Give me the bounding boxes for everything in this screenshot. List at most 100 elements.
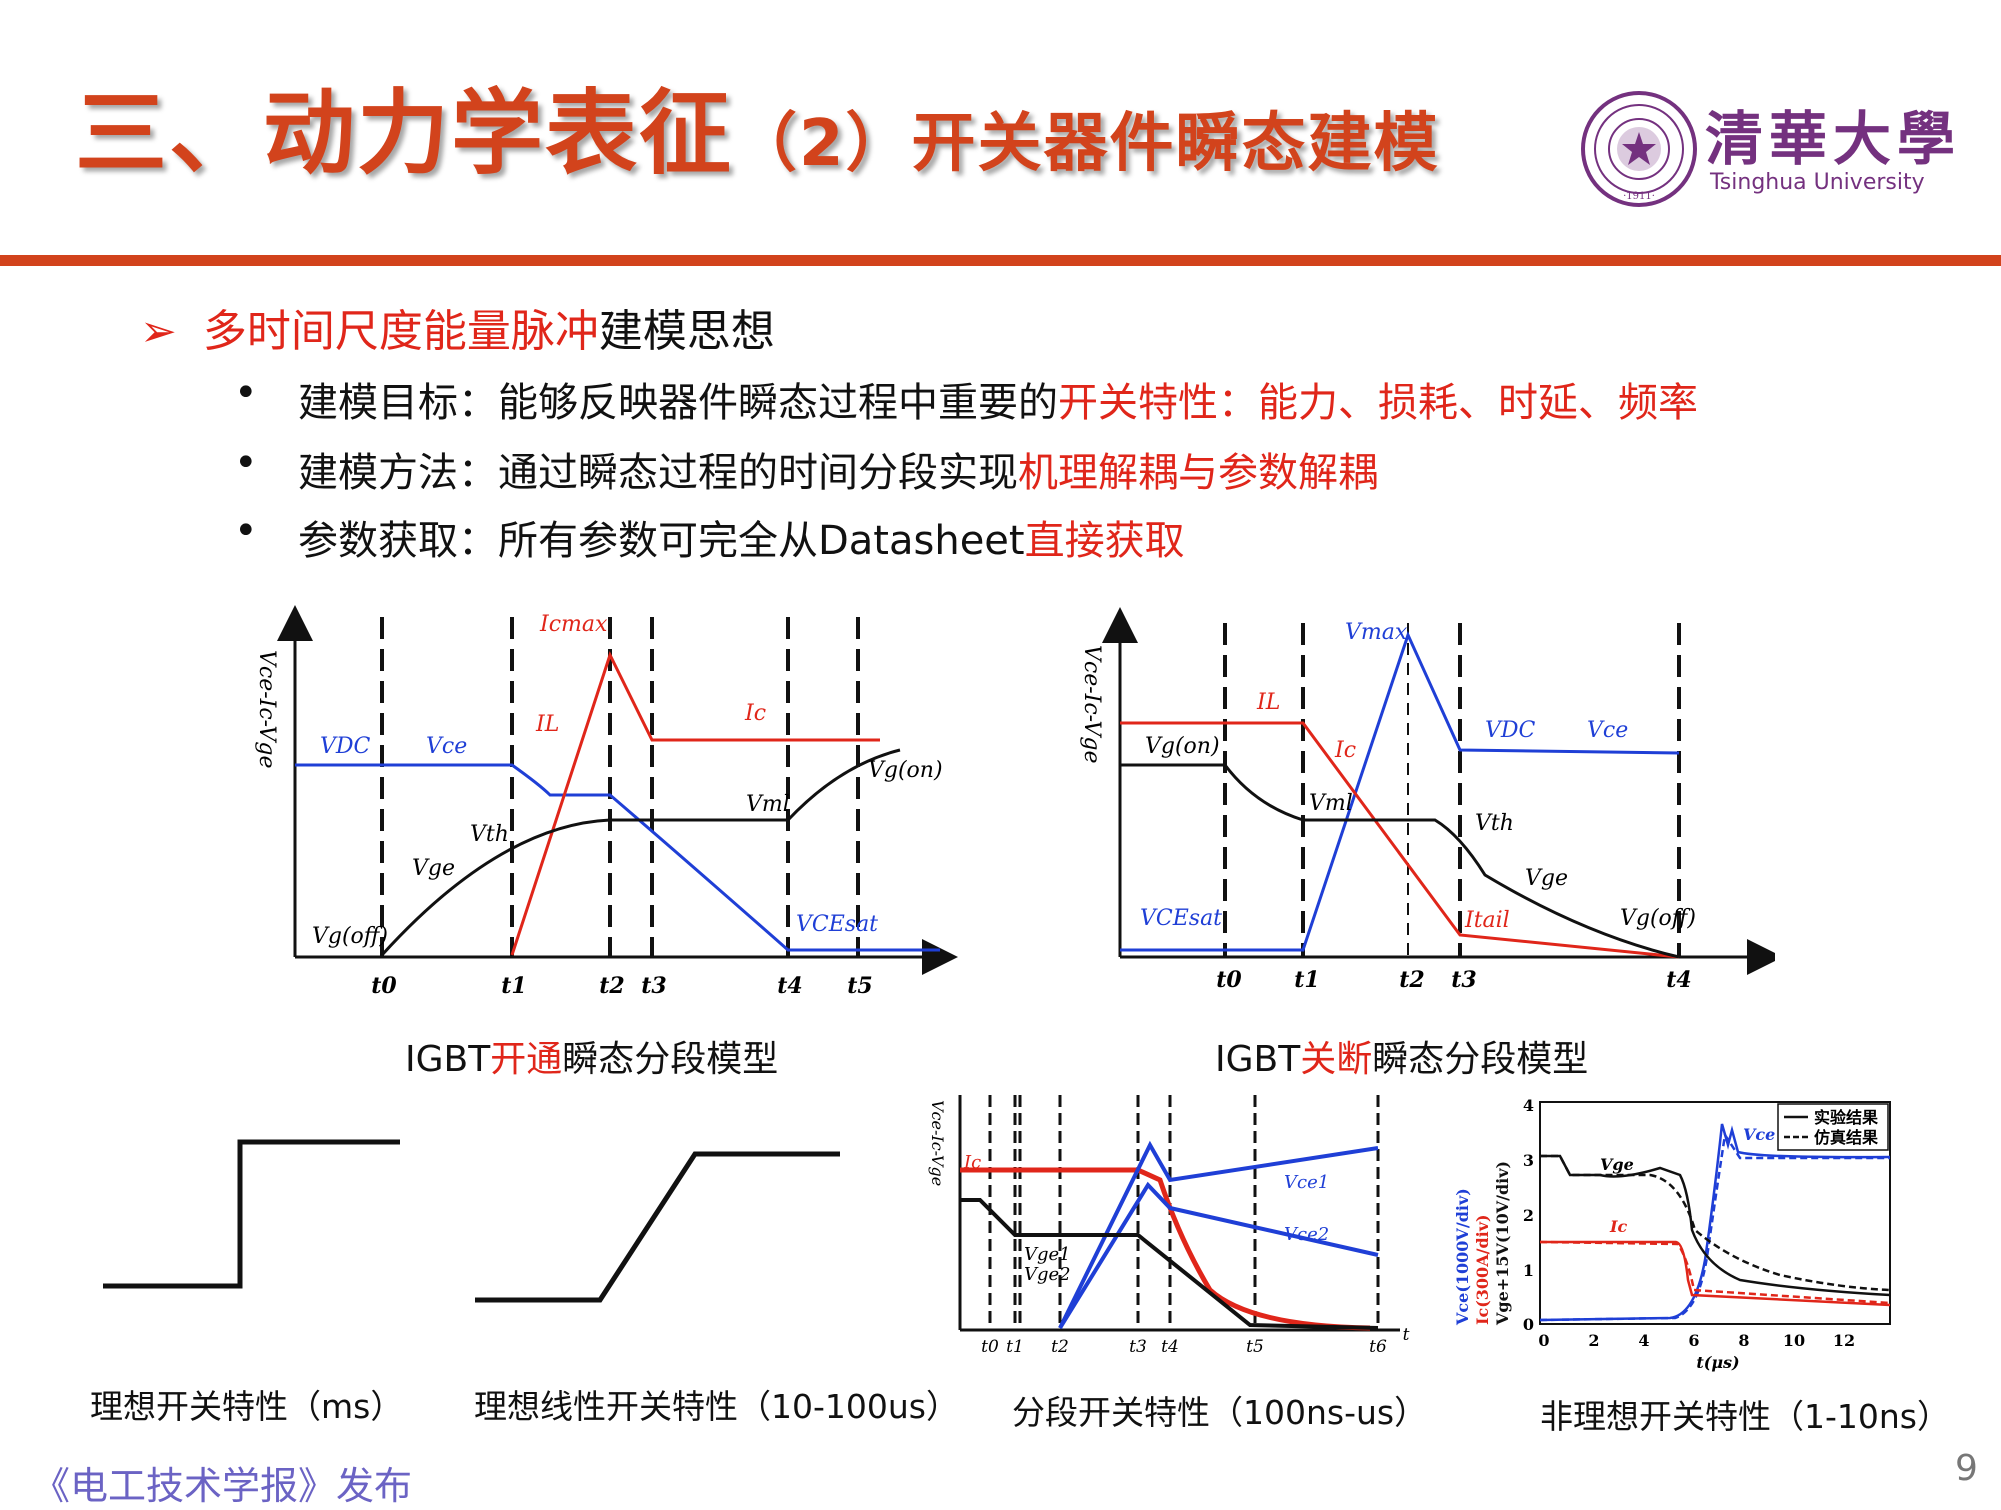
label-ic: Ic (1609, 1217, 1627, 1236)
caption-part: 开通 (490, 1039, 563, 1080)
title-divider (0, 255, 2001, 266)
caption-nonideal-switch: 非理想开关特性（1-10ns） (1540, 1397, 1951, 1436)
time-label: t6 (1369, 1337, 1387, 1357)
label-vge: Vge (1600, 1155, 1634, 1174)
label-il: IL (535, 712, 559, 737)
time-label: t5 (1246, 1337, 1264, 1357)
time-label: t2 (1399, 967, 1424, 993)
ic-curve (960, 1167, 1371, 1331)
label-vdc: VDC (320, 734, 371, 759)
vce-curve (1120, 630, 1680, 952)
ic-simulated-curve (1539, 1240, 1891, 1305)
label-vce: Vce (426, 734, 467, 759)
bullet-dot: • (234, 440, 258, 486)
label-vce2: Vce2 (1284, 1224, 1329, 1245)
x-tick-label: 8 (1738, 1331, 1749, 1350)
ic-measured-curve (1540, 1240, 1891, 1307)
page-number: 9 (1955, 1448, 1978, 1489)
caption-piecewise-switch: 分段开关特性（100ns-us） (1012, 1393, 1428, 1432)
legend-box (1777, 1103, 1889, 1151)
label-itail: Itail (1464, 908, 1510, 933)
main-bullet-black: 建模思想 (598, 306, 775, 357)
legend: 实验结果 仿真结果 (1777, 1103, 1889, 1151)
y-tick-label: 3 (1523, 1151, 1534, 1170)
title-main: 三、动力学表征 (75, 80, 734, 187)
ideal-step-curve (103, 1139, 400, 1289)
page-title: 三、动力学表征（2）开关器件瞬态建模 (75, 88, 1440, 180)
label-vce: Vce (1743, 1125, 1775, 1144)
y-tick-label: 2 (1523, 1206, 1534, 1225)
y-tick-label: 1 (1523, 1261, 1534, 1280)
y-axis-label-ic: Ic(300A/div) (1473, 1214, 1492, 1325)
time-label: t2 (599, 973, 624, 999)
caption-turn-on: IGBT开通瞬态分段模型 (405, 1030, 778, 1082)
x-tick-label: 12 (1833, 1331, 1855, 1350)
sub-bullet-highlight: 开关特性：能力、损耗、时延、频率 (1058, 380, 1698, 426)
time-label: t4 (1666, 967, 1691, 993)
label-vgon: Vg(on) (868, 758, 943, 783)
time-label: t3 (1129, 1337, 1147, 1357)
vge-curve (960, 1198, 1379, 1330)
y-tick-label: 4 (1523, 1096, 1534, 1115)
time-label: t0 (371, 973, 397, 999)
vce2-curve (1058, 1181, 1379, 1330)
caption-part: IGBT (1215, 1039, 1301, 1080)
ic-curve (1120, 721, 1680, 959)
vce-simulated-curve (1539, 1131, 1890, 1322)
label-vml: Vml (746, 792, 790, 817)
label-ic: Ic (1334, 738, 1356, 763)
sub-bullet-text: 建模目标：能够反映器件瞬态过程中重要的 (298, 380, 1058, 426)
x-tick-label: 6 (1688, 1331, 1699, 1350)
time-label: t4 (1161, 1337, 1179, 1357)
ideal-switch-diagram (103, 1139, 400, 1289)
time-label: t2 (1051, 1337, 1069, 1357)
time-label: t1 (501, 973, 526, 999)
time-label: t0 (981, 1337, 999, 1357)
bullet-dot: • (234, 508, 258, 554)
piecewise-switch-diagram: Vce-Ic-Vge Ic Vce1 Vce2 Vge1 Vge2 t0 t1 … (928, 1095, 1410, 1357)
caption-turn-off: IGBT关断瞬态分段模型 (1215, 1030, 1588, 1082)
x-tick-label: 10 (1783, 1331, 1805, 1350)
caption-ideal-linear-switch: 理想线性开关特性（10-100us） (474, 1387, 959, 1426)
label-vge: Vge (1525, 866, 1568, 891)
logo-cn: 清華大學 (1705, 105, 1962, 173)
y-axis-label-vge: Vge+15V(10V/div) (1493, 1161, 1512, 1326)
sub-bullet-highlight: 直接获取 (1024, 518, 1185, 564)
y-axis-label: Vce-Ic-Vge (928, 1100, 947, 1186)
time-label: t (1403, 1325, 1410, 1345)
label-vgoff: Vg(off) (312, 924, 388, 949)
vge-simulated-curve (1540, 1154, 1891, 1292)
y-axis-label: Vce-Ic-Vge (254, 650, 279, 769)
sub-bullet-text: 参数获取：所有参数可完全从Datasheet (298, 518, 1025, 564)
label-vce1: Vce1 (1284, 1172, 1329, 1193)
bullet-dot: • (234, 370, 258, 416)
x-tick-label: 2 (1588, 1331, 1599, 1350)
label-vcesat: VCEsat (796, 912, 878, 937)
label-vgoff: Vg(off) (1620, 906, 1696, 931)
time-label: t5 (847, 973, 872, 999)
main-bullet-red: 多时间尺度能量脉冲 (202, 306, 599, 357)
vge-curve (380, 748, 901, 957)
vge-curve (1120, 763, 1680, 959)
label-vth: Vth (470, 822, 509, 847)
plot-frame (1539, 1101, 1891, 1325)
label-ic: Ic (744, 701, 766, 726)
igbt-turn-on-diagram: Vce-Ic-Vge VDC Vce Icmax IL Ic Vth Vge V… (254, 605, 958, 999)
time-label: t3 (641, 973, 666, 999)
label-vml: Vml (1309, 791, 1353, 816)
label-vcesat: VCEsat (1140, 906, 1222, 931)
label-vge: Vge (412, 856, 455, 881)
arrow-bullet-icon: ➢ (140, 306, 177, 357)
time-label: t1 (1006, 1337, 1024, 1357)
sub-bullet-highlight: 机理解耦与参数解耦 (1018, 450, 1378, 496)
footer-source: 《电工技术学报》发布 (32, 1464, 413, 1508)
ideal-linear-switch-diagram (475, 1151, 840, 1303)
time-label: t3 (1451, 967, 1476, 993)
title-sub: （2）开关器件瞬态建模 (733, 107, 1440, 181)
vce-curve (295, 763, 940, 952)
x-axis-label: t(μs) (1696, 1353, 1739, 1372)
label-vce: Vce (1587, 718, 1628, 743)
x-tick-label: 0 (1538, 1331, 1549, 1350)
tsinghua-logo: ·1911· 清華大學 Tsinghua University (1580, 90, 1955, 210)
y-axis-label-vce: Vce(1000V/div) (1453, 1188, 1472, 1326)
